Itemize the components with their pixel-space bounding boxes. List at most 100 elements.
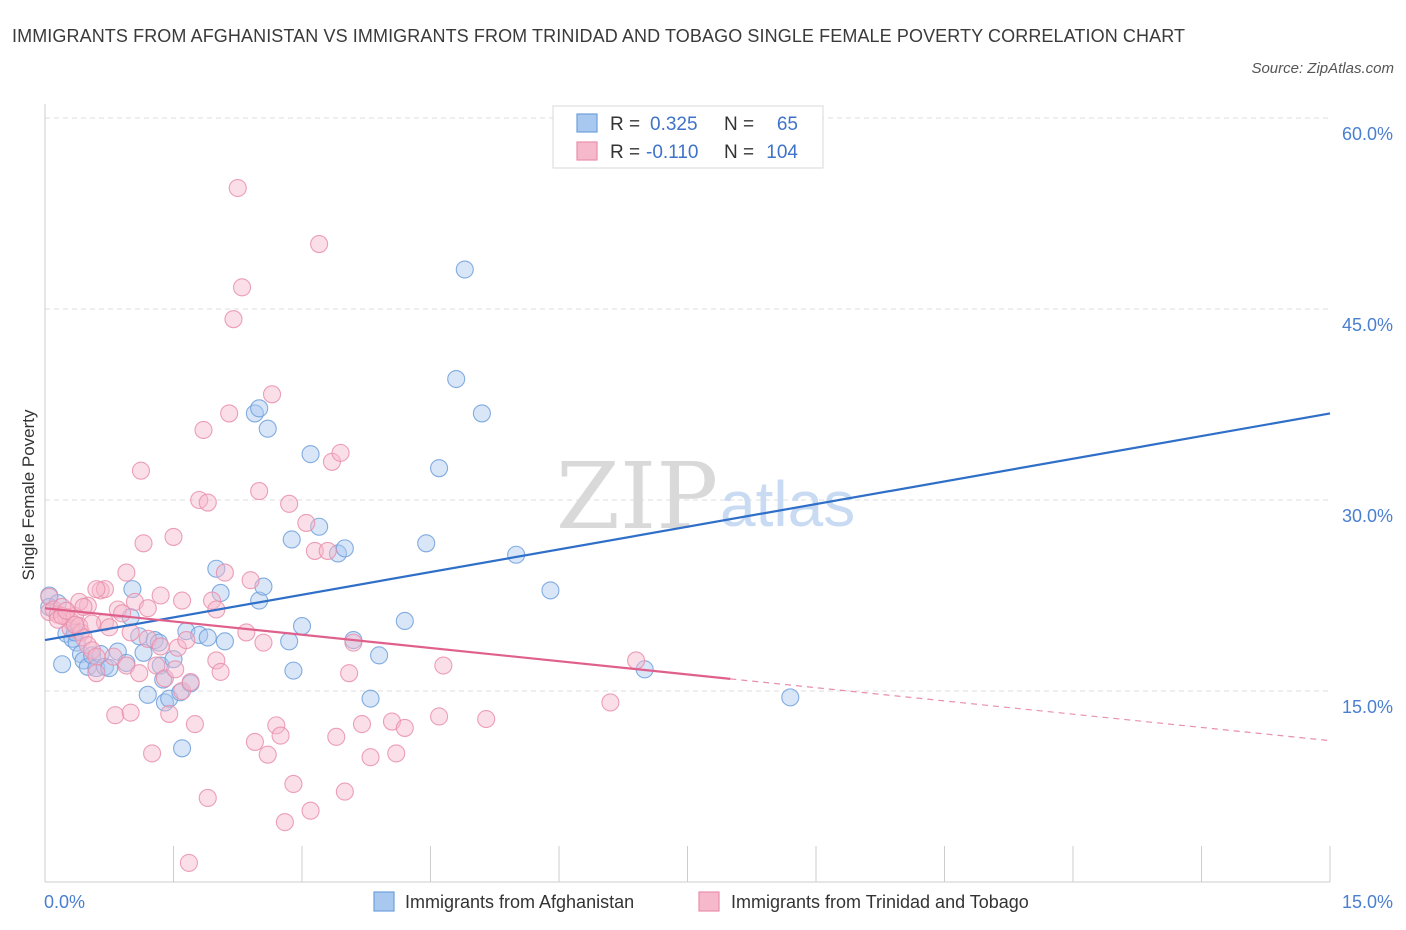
trinidad-point-54 (207, 651, 226, 670)
afghanistan-point-20 (138, 685, 157, 704)
series-trinidad-points (40, 178, 646, 872)
trinidad-point-76 (310, 235, 329, 254)
legend-swatch-trinidad (576, 141, 598, 161)
trinidad-point-49 (194, 420, 213, 440)
trinidad-point-45 (177, 631, 196, 650)
trinidad-point-39 (160, 704, 179, 723)
trinidad-point-52 (203, 591, 222, 610)
trinidad-point-50 (198, 493, 217, 512)
trinidad-point-81 (335, 782, 354, 801)
trinidad-point-69 (271, 726, 290, 745)
trinidad-point-65 (254, 633, 273, 652)
x-tick-label-max: 15.0% (1342, 892, 1393, 912)
y-tick-label-3: 60.0% (1342, 124, 1393, 144)
y-tick-label-1: 30.0% (1342, 506, 1393, 526)
trinidad-point-68 (267, 716, 286, 735)
afghanistan-point-36 (215, 632, 234, 651)
trinidad-point-91 (477, 709, 496, 729)
legend-r-value-trinidad: -0.110 (646, 142, 698, 163)
y-tick-label-0: 15.0% (1342, 697, 1393, 717)
trinidad-point-74 (301, 801, 320, 820)
y-tick-label-2: 45.0% (1342, 315, 1393, 335)
trinidad-point-37 (151, 637, 170, 656)
trend-line-trinidad (44, 607, 731, 680)
afghanistan-point-41 (258, 419, 277, 438)
legend-n-label-trinidad: N = (724, 142, 754, 163)
trinidad-point-82 (340, 664, 359, 683)
trinidad-point-70 (275, 813, 294, 832)
bottom-legend-label-trinidad: Immigrants from Trinidad and Tobago (731, 892, 1029, 912)
trinidad-point-96 (87, 580, 106, 599)
afghanistan-point-2 (53, 655, 72, 674)
trinidad-point-36 (151, 586, 170, 605)
legend-swatch-afghanistan (576, 113, 598, 133)
trinidad-point-30 (131, 461, 150, 480)
afghanistan-point-52 (370, 646, 389, 665)
trend-lines (44, 412, 1331, 742)
trinidad-point-15 (87, 647, 106, 666)
series-legend: Immigrants from Afghanistan Immigrants f… (373, 891, 1029, 912)
trinidad-point-38 (155, 669, 174, 688)
trinidad-point-63 (245, 732, 264, 751)
trinidad-point-32 (138, 599, 157, 618)
afghanistan-point-59 (507, 545, 526, 564)
trinidad-point-89 (430, 707, 449, 726)
trinidad-point-83 (344, 633, 363, 652)
trinidad-point-62 (241, 571, 260, 590)
axes (44, 104, 1331, 883)
trinidad-point-29 (130, 664, 149, 683)
trinidad-point-43 (173, 591, 192, 610)
trinidad-point-75 (305, 541, 324, 560)
afghanistan-point-38 (250, 399, 269, 418)
afghanistan-point-60 (541, 581, 560, 600)
afghanistan-point-57 (455, 260, 474, 279)
trinidad-point-16 (87, 664, 106, 683)
trinidad-point-35 (147, 656, 166, 675)
bottom-legend-swatch-trinidad (698, 891, 720, 912)
trinidad-point-59 (228, 178, 247, 198)
trinidad-point-31 (134, 534, 153, 553)
afghanistan-point-33 (198, 628, 217, 647)
trinidad-point-66 (258, 745, 277, 764)
bottom-legend-swatch-afghanistan (373, 891, 395, 912)
legend-n-label-afghanistan: N = (724, 114, 754, 135)
afghanistan-point-45 (292, 617, 312, 636)
afghanistan-point-53 (395, 611, 414, 631)
trinidad-point-80 (331, 443, 350, 462)
afghanistan-point-51 (361, 689, 380, 708)
legend-n-value-afghanistan: 65 (777, 114, 798, 135)
afghanistan-point-56 (447, 369, 466, 389)
legend-n-value-trinidad: 104 (766, 142, 798, 163)
legend-r-value-afghanistan: 0.325 (650, 114, 698, 135)
trinidad-point-67 (262, 385, 282, 404)
y-axis-label: Single Female Poverty (19, 409, 38, 581)
trinidad-point-77 (318, 541, 337, 560)
trinidad-point-57 (220, 404, 239, 423)
stats-legend: R = 0.325 N = 65 R = -0.110 N = 104 (552, 105, 824, 169)
trinidad-point-21 (104, 647, 123, 666)
legend-r-label-trinidad: R = (610, 142, 640, 163)
trinidad-point-34 (143, 744, 162, 763)
x-tick-label-min: 0.0% (44, 892, 85, 912)
trinidad-point-90 (434, 656, 453, 675)
trinidad-point-87 (387, 744, 406, 763)
afghanistan-point-29 (173, 739, 192, 758)
afghanistan-point-49 (335, 539, 354, 558)
afghanistan-point-54 (417, 534, 436, 553)
trinidad-point-92 (601, 693, 620, 712)
afghanistan-point-44 (284, 661, 303, 680)
trinidad-point-51 (198, 788, 217, 808)
trinidad-point-25 (117, 563, 136, 582)
trinidad-point-64 (250, 482, 269, 501)
chart-source: Source: ZipAtlas.com (1251, 60, 1394, 77)
trend-line-afghanistan (44, 412, 1331, 642)
trinidad-point-61 (237, 623, 256, 642)
chart-title: IMMIGRANTS FROM AFGHANISTAN VS IMMIGRANT… (12, 26, 1186, 46)
trinidad-point-103 (65, 615, 85, 634)
trinidad-point-58 (224, 310, 243, 329)
trend-line-trinidad-extension (730, 678, 1331, 742)
trinidad-point-79 (327, 727, 346, 746)
y-tick-labels: 15.0% 30.0% 45.0% 60.0% (1342, 124, 1393, 717)
series-afghanistan-points (40, 260, 800, 758)
trinidad-point-60 (232, 278, 252, 297)
